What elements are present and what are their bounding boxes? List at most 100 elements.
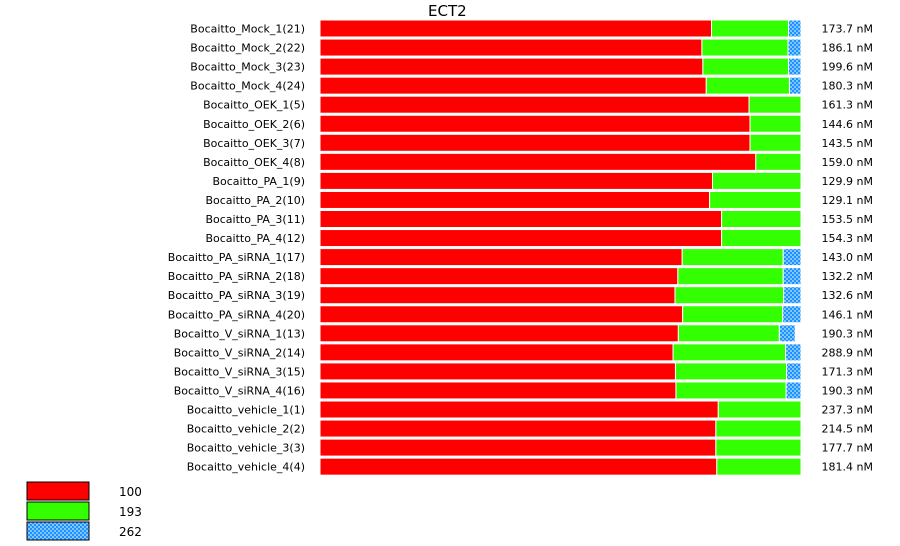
bar-segment-193 xyxy=(681,248,784,267)
concentration-label: 288.9 nM xyxy=(822,346,873,359)
row-label: Bocaitto_OEK_2(6) xyxy=(203,118,305,131)
bar-segment-262 xyxy=(787,38,802,57)
concentration-label: 199.6 nM xyxy=(822,61,873,74)
bar-segment-100 xyxy=(319,38,703,57)
bar-segment-193 xyxy=(674,362,788,381)
concentration-labels-layer: 173.7 nM 186.1 nM 199.6 nM 180.3 nM 161.3 nM… xyxy=(822,23,873,474)
bar-segment-100 xyxy=(319,343,674,362)
concentration-label: 180.3 nM xyxy=(822,80,873,93)
bar-segment-193 xyxy=(701,38,789,57)
legend: 100 193 262 xyxy=(26,481,142,541)
legend-swatch-262 xyxy=(26,521,90,541)
bar-segment-100 xyxy=(319,76,707,95)
bar-segment-193 xyxy=(721,229,802,248)
row-label: Bocaitto_vehicle_3(3) xyxy=(187,442,305,455)
bar-segment-100 xyxy=(319,267,679,286)
concentration-label: 171.3 nM xyxy=(822,365,873,378)
bar-segment-262 xyxy=(787,57,802,76)
concentration-label: 186.1 nM xyxy=(822,42,873,55)
bar-segment-193 xyxy=(749,133,802,152)
concentration-label: 214.5 nM xyxy=(822,423,873,436)
row-label: Bocaitto_OEK_4(8) xyxy=(203,156,305,169)
row-label: Bocaitto_PA_2(10) xyxy=(205,194,305,207)
row-label: Bocaitto_V_siRNA_3(15) xyxy=(174,365,305,378)
bar-segment-100 xyxy=(319,190,711,209)
row-label: Bocaitto_PA_siRNA_1(17) xyxy=(168,251,305,264)
bar-segment-100 xyxy=(319,305,684,324)
legend-label: 193 xyxy=(119,505,142,519)
bar-segment-100 xyxy=(319,362,676,381)
bar-segment-262 xyxy=(788,76,802,95)
bar-segment-193 xyxy=(712,171,802,190)
bar-segment-100 xyxy=(319,171,713,190)
bars-layer xyxy=(319,19,802,476)
row-label: Bocaitto_Mock_3(23) xyxy=(190,61,305,74)
bar-segment-100 xyxy=(319,229,723,248)
concentration-label: 129.9 nM xyxy=(822,175,873,188)
bar-segment-262 xyxy=(778,324,796,343)
concentration-label: 159.0 nM xyxy=(822,156,873,169)
bar-segment-100 xyxy=(319,19,713,38)
concentration-label: 132.2 nM xyxy=(822,270,873,283)
row-label: Bocaitto_V_siRNA_4(16) xyxy=(174,384,305,397)
row-label: Bocaitto_PA_siRNA_2(18) xyxy=(168,270,305,283)
bar-segment-100 xyxy=(319,419,717,438)
concentration-label: 153.5 nM xyxy=(822,213,873,226)
row-label: Bocaitto_PA_4(12) xyxy=(205,232,305,245)
concentration-label: 190.3 nM xyxy=(822,384,873,397)
bar-segment-100 xyxy=(319,248,683,267)
bar-segment-193 xyxy=(716,457,802,476)
row-labels-layer: Bocaitto_Mock_1(21) Bocaitto_Mock_2(22) Bo… xyxy=(168,23,305,474)
concentration-label: 129.1 nM xyxy=(822,194,873,207)
concentration-label: 143.0 nM xyxy=(822,251,873,264)
row-label: Bocaitto_V_siRNA_1(13) xyxy=(174,327,305,340)
bar-segment-193 xyxy=(702,57,790,76)
bar-segment-100 xyxy=(319,114,751,133)
row-label: Bocaitto_OEK_3(7) xyxy=(203,137,305,150)
concentration-label: 143.5 nM xyxy=(822,137,873,150)
bar-segment-193 xyxy=(674,286,785,305)
bar-segment-193 xyxy=(715,419,802,438)
bar-segment-262 xyxy=(786,362,802,381)
bar-segment-193 xyxy=(755,152,802,171)
bar-segment-193 xyxy=(677,267,784,286)
bar-segment-100 xyxy=(319,57,704,76)
bar-segment-262 xyxy=(785,381,802,400)
row-label: Bocaitto_vehicle_2(2) xyxy=(187,423,305,436)
bar-segment-262 xyxy=(787,19,802,38)
bar-segment-193 xyxy=(721,210,802,228)
bar-segment-100 xyxy=(319,381,677,400)
bar-segment-262 xyxy=(782,267,802,286)
concentration-label: 144.6 nM xyxy=(822,118,873,131)
row-label: Bocaitto_V_siRNA_2(14) xyxy=(174,346,305,359)
legend-swatch-100 xyxy=(26,481,90,501)
bar-segment-193 xyxy=(677,324,780,343)
row-label: Bocaitto_Mock_4(24) xyxy=(190,80,305,93)
bar-segment-100 xyxy=(319,152,757,171)
concentration-label: 154.3 nM xyxy=(822,232,873,245)
concentration-label: 237.3 nM xyxy=(822,404,873,417)
bar-segment-100 xyxy=(319,133,751,152)
bar-segment-100 xyxy=(319,286,676,305)
row-label: Bocaitto_vehicle_1(1) xyxy=(187,404,305,417)
bar-segment-262 xyxy=(783,286,802,305)
concentration-label: 181.4 nM xyxy=(822,461,873,474)
bar-segment-262 xyxy=(782,248,802,267)
row-label: Bocaitto_PA_siRNA_4(20) xyxy=(168,308,305,321)
bar-segment-100 xyxy=(319,457,718,476)
bar-segment-193 xyxy=(709,190,802,209)
bar-segment-193 xyxy=(675,381,787,400)
chart-title: ECT2 xyxy=(428,2,467,20)
bar-segment-193 xyxy=(672,343,787,362)
bar-segment-193 xyxy=(682,305,784,324)
row-label: Bocaitto_OEK_1(5) xyxy=(203,99,305,112)
bar-segment-193 xyxy=(705,76,790,95)
bar-segment-262 xyxy=(785,343,802,362)
bar-segment-100 xyxy=(319,438,717,457)
legend-swatch-193 xyxy=(26,501,90,521)
row-label: Bocaitto_PA_1(9) xyxy=(212,175,305,188)
bar-segment-100 xyxy=(319,95,750,114)
bar-segment-193 xyxy=(749,114,802,133)
bar-segment-193 xyxy=(717,400,802,419)
